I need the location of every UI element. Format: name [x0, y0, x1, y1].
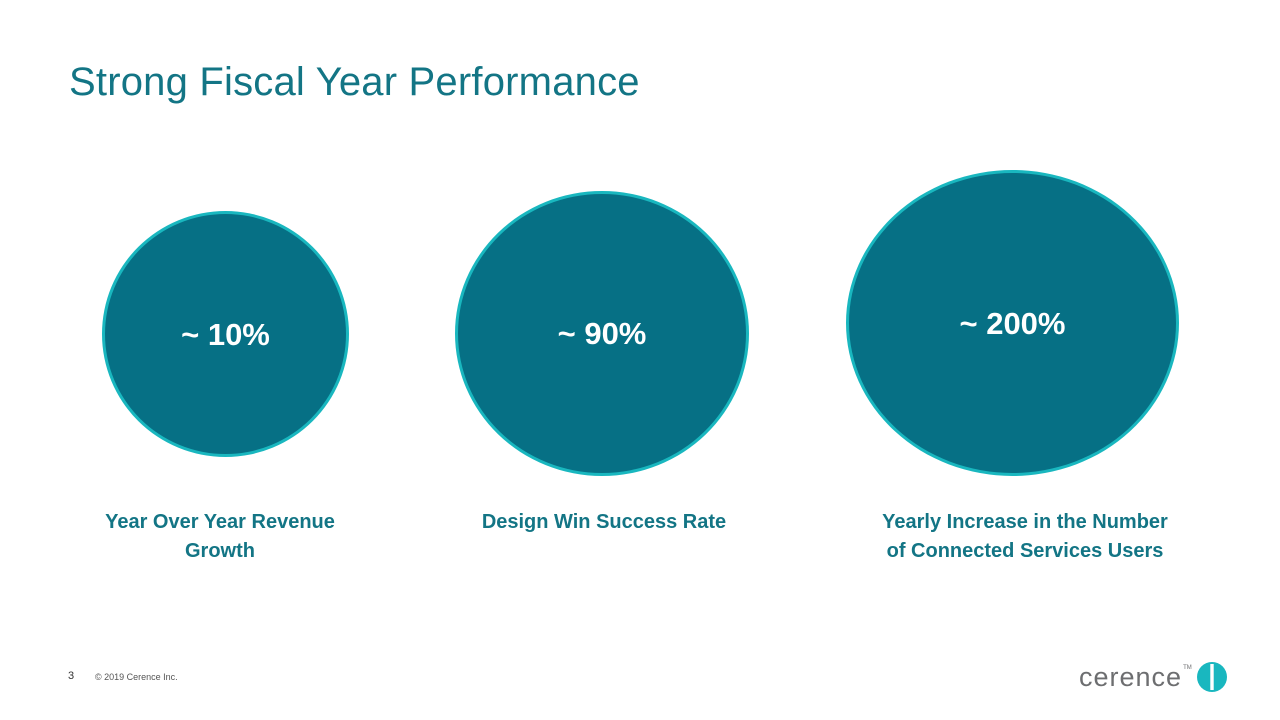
metric-value-design-win: ~ 90% — [557, 316, 647, 351]
metric-circle-connected-users: ~ 200% — [846, 170, 1179, 476]
caption-line: Yearly Increase in the Number — [882, 511, 1168, 533]
caption-line: of Connected Services Users — [886, 540, 1164, 562]
metric-caption-revenue-growth: Year Over Year Revenue Growth — [60, 508, 380, 566]
caption-line: Year Over Year Revenue — [105, 511, 335, 533]
caption-line: Design Win Success Rate — [481, 511, 727, 533]
cerence-logo: cerence TM — [1079, 661, 1228, 693]
cerence-logo-icon — [1196, 662, 1227, 692]
metric-caption-connected-users: Yearly Increase in the Number of Connect… — [865, 508, 1185, 566]
logo-wordmark: cerence — [1079, 661, 1183, 692]
metric-value-connected-users: ~ 200% — [959, 306, 1066, 341]
copyright-text: © 2019 Cerence Inc. — [95, 672, 178, 682]
metric-caption-design-win: Design Win Success Rate — [444, 508, 764, 537]
metric-circle-revenue-growth: ~ 10% — [102, 211, 349, 457]
metric-value-revenue-growth: ~ 10% — [181, 316, 270, 352]
caption-line: Growth — [185, 540, 255, 562]
metric-circle-design-win: ~ 90% — [455, 191, 749, 476]
page-number: 3 — [68, 670, 75, 682]
logo-trademark: TM — [1183, 665, 1192, 671]
slide-title: Strong Fiscal Year Performance — [69, 60, 640, 104]
